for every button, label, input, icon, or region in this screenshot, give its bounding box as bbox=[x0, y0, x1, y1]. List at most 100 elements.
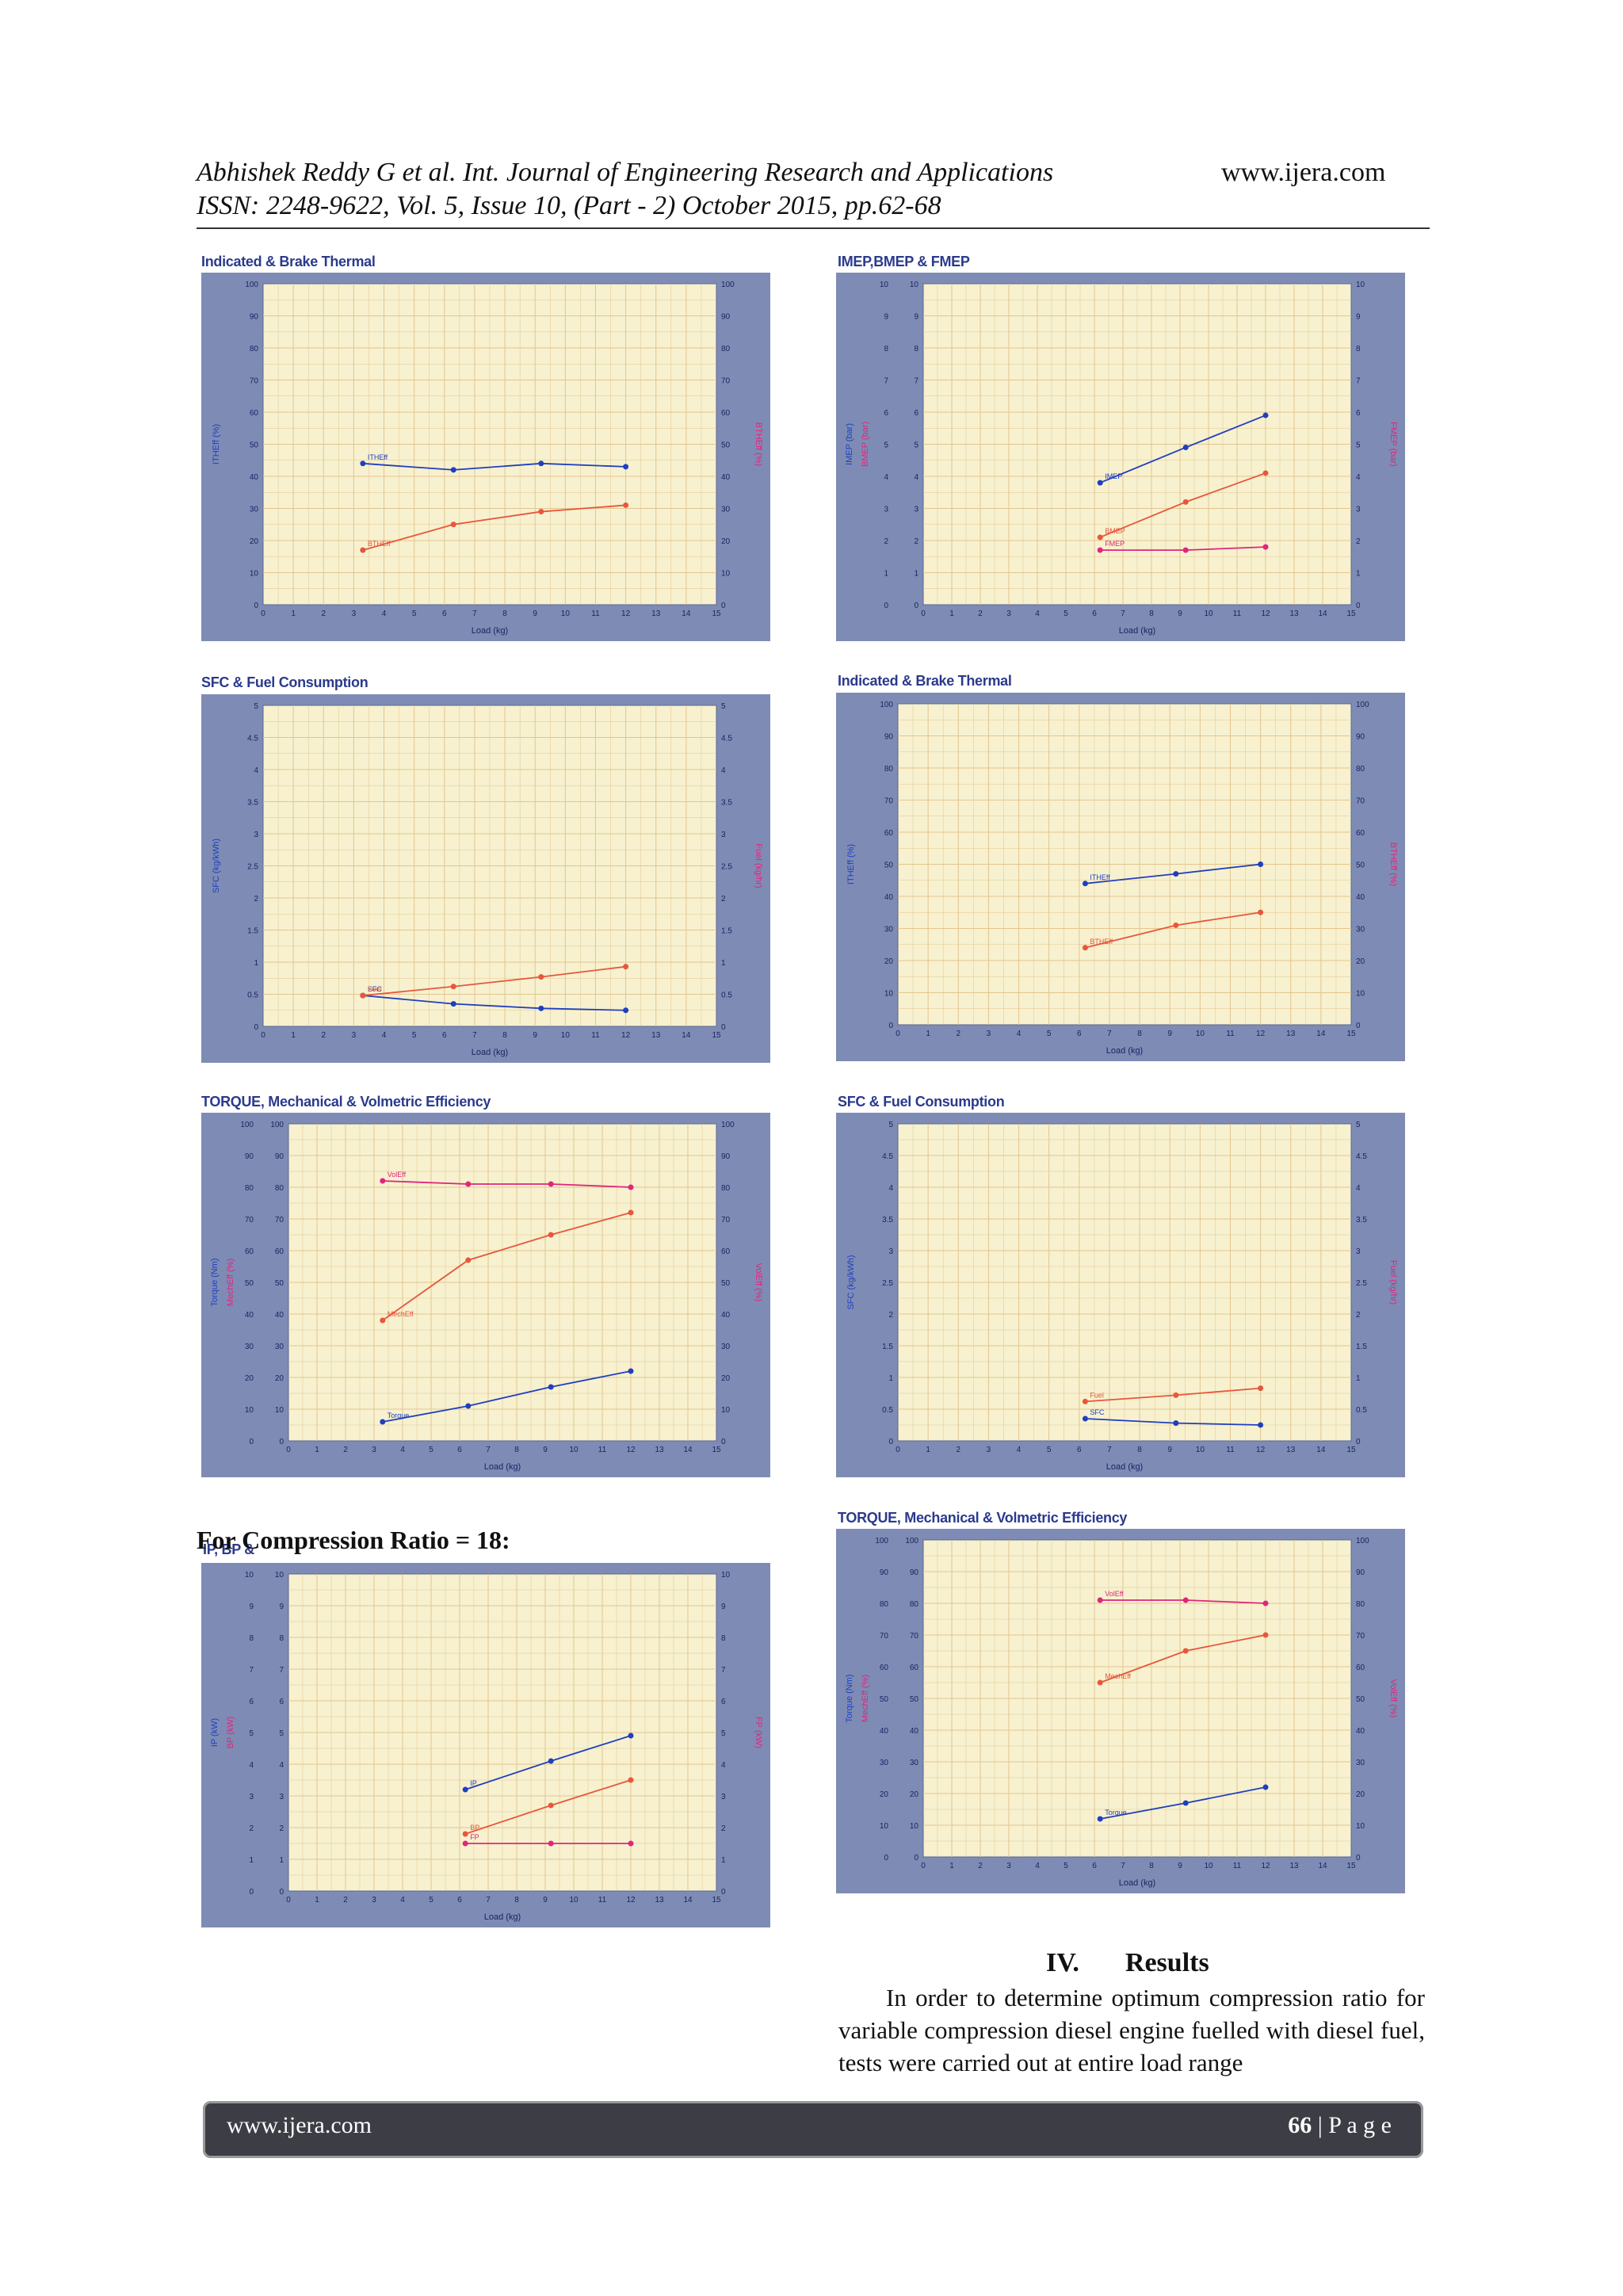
y-tick-label: 5 bbox=[914, 441, 918, 450]
y-tick-label: 9 bbox=[279, 1603, 284, 1611]
y-tick-label: 30 bbox=[250, 506, 259, 514]
y-right-tick-label: 0 bbox=[721, 1438, 726, 1446]
y-right-tick-label: 10 bbox=[1356, 281, 1365, 289]
y-tick-label: 3 bbox=[279, 1793, 284, 1801]
x-tick-label: 8 bbox=[502, 1031, 507, 1040]
y-tick-label: 2.5 bbox=[247, 863, 258, 872]
x-tick-label: 1 bbox=[949, 1862, 954, 1870]
y-tick-label: 10 bbox=[910, 281, 919, 289]
x-tick-label: 13 bbox=[1286, 1030, 1296, 1038]
y-tick-label: 70 bbox=[910, 1632, 919, 1641]
x-tick-label: 12 bbox=[1256, 1446, 1266, 1454]
y-right-tick-label: 40 bbox=[721, 473, 731, 482]
x-tick-label: 5 bbox=[1064, 609, 1068, 618]
y-tick-label: 10 bbox=[275, 1406, 285, 1415]
y-tick-label: 20 bbox=[275, 1374, 285, 1383]
y-tick-label: 1 bbox=[254, 959, 258, 968]
y-right-tick-label: 30 bbox=[1356, 926, 1365, 934]
x-tick-label: 10 bbox=[569, 1446, 579, 1454]
x-tick-label: 2 bbox=[956, 1446, 960, 1454]
data-point bbox=[548, 1232, 554, 1238]
x-tick-label: 9 bbox=[543, 1446, 548, 1454]
x-tick-label: 12 bbox=[621, 609, 631, 618]
y-right-tick-label: 70 bbox=[721, 1216, 731, 1224]
y-tick-label: 8 bbox=[279, 1634, 284, 1643]
data-point bbox=[1097, 547, 1103, 553]
y2-tick-label: 9 bbox=[884, 313, 888, 322]
x-tick-label: 5 bbox=[1047, 1446, 1052, 1454]
y-right-tick-label: 9 bbox=[1356, 313, 1361, 322]
data-point bbox=[548, 1384, 554, 1390]
x-axis-label: Load (kg) bbox=[472, 1048, 508, 1057]
data-point bbox=[1173, 1420, 1179, 1427]
data-point bbox=[623, 464, 629, 470]
y2-tick-label: 4 bbox=[884, 473, 888, 482]
data-point bbox=[1082, 881, 1088, 887]
data-point bbox=[1258, 909, 1264, 915]
x-tick-label: 0 bbox=[896, 1030, 900, 1038]
y-tick-label: 40 bbox=[884, 893, 894, 902]
y-right-tick-label: 3.5 bbox=[721, 799, 732, 808]
data-point bbox=[1258, 1385, 1264, 1392]
y-right-tick-label: 1 bbox=[721, 1856, 726, 1865]
footer-site[interactable]: www.ijera.com bbox=[227, 2112, 372, 2138]
x-tick-label: 13 bbox=[1286, 1446, 1296, 1454]
x-tick-label: 2 bbox=[343, 1896, 348, 1904]
data-point bbox=[1097, 1597, 1103, 1603]
y-tick-label: 0 bbox=[914, 602, 918, 610]
y-tick-label: 0 bbox=[279, 1438, 284, 1446]
y-tick-label: 5 bbox=[279, 1729, 284, 1738]
x-axis-label: Load (kg) bbox=[484, 1462, 521, 1472]
y-tick-label: 1.5 bbox=[882, 1343, 893, 1351]
y-right-tick-label: 90 bbox=[1356, 733, 1365, 742]
y-right-tick-label: 8 bbox=[721, 1634, 726, 1643]
x-tick-label: 4 bbox=[1017, 1030, 1022, 1038]
x-tick-label: 2 bbox=[956, 1030, 960, 1038]
y-axis-label: Torque (Nm) bbox=[210, 1258, 220, 1306]
y-tick-label: 0 bbox=[279, 1888, 284, 1897]
data-point bbox=[450, 984, 456, 990]
y-tick-label: 50 bbox=[910, 1695, 919, 1704]
y-right-tick-label: 2 bbox=[721, 895, 726, 904]
series-label: Fuel bbox=[368, 985, 382, 993]
y-right-tick-label: 100 bbox=[721, 1121, 735, 1129]
x-tick-label: 14 bbox=[1318, 609, 1327, 618]
y-right-tick-label: 4.5 bbox=[721, 735, 732, 743]
header-site[interactable]: www.ijera.com bbox=[1221, 158, 1386, 187]
chart-ip-bp-fp: 0 1 2 3 4 5 6 7 8 9 10 11 12 13 14 15 0 0 1 1 2 2 3 3 4 4 5 5 6 6 7 7 8 8… bbox=[201, 1563, 770, 1927]
y-right-tick-label: 50 bbox=[721, 1279, 731, 1288]
x-tick-label: 4 bbox=[382, 609, 387, 618]
series-label: ITHEff bbox=[368, 453, 388, 461]
x-tick-label: 12 bbox=[1261, 609, 1270, 618]
y2-tick-label: 100 bbox=[240, 1121, 254, 1129]
x-tick-label: 8 bbox=[514, 1446, 519, 1454]
x-tick-label: 15 bbox=[1346, 1030, 1356, 1038]
y2-axis-label: MechEff (%) bbox=[861, 1675, 870, 1722]
x-axis-label: Load (kg) bbox=[1119, 1878, 1155, 1888]
y-right-tick-label: 6 bbox=[721, 1698, 726, 1706]
y2-tick-label: 80 bbox=[245, 1184, 254, 1193]
y-tick-label: 70 bbox=[250, 377, 259, 386]
x-tick-label: 0 bbox=[261, 1031, 265, 1040]
y2-tick-label: 5 bbox=[884, 441, 888, 450]
data-point bbox=[1182, 499, 1189, 505]
y-tick-label: 80 bbox=[250, 345, 259, 353]
y2-tick-label: 10 bbox=[880, 1822, 889, 1831]
x-tick-label: 7 bbox=[472, 1031, 477, 1040]
x-tick-label: 9 bbox=[543, 1896, 548, 1904]
y-right-tick-label: 0 bbox=[1356, 1438, 1361, 1446]
y-right-tick-label: 2 bbox=[1356, 1311, 1361, 1320]
x-tick-label: 8 bbox=[502, 609, 507, 618]
series-label: BTHEff bbox=[1090, 938, 1113, 946]
x-tick-label: 8 bbox=[1137, 1030, 1142, 1038]
y2-tick-label: 0 bbox=[249, 1438, 254, 1446]
x-tick-label: 2 bbox=[978, 609, 983, 618]
y-tick-label: 0.5 bbox=[882, 1406, 893, 1415]
y2-tick-label: 1 bbox=[249, 1856, 254, 1865]
y2-tick-label: 0 bbox=[249, 1888, 254, 1897]
y-tick-label: 2 bbox=[254, 895, 258, 904]
x-tick-label: 10 bbox=[1204, 609, 1213, 618]
x-tick-label: 9 bbox=[533, 609, 537, 618]
y-tick-label: 0.5 bbox=[247, 991, 258, 1000]
y-right-tick-label: 40 bbox=[1356, 893, 1365, 902]
